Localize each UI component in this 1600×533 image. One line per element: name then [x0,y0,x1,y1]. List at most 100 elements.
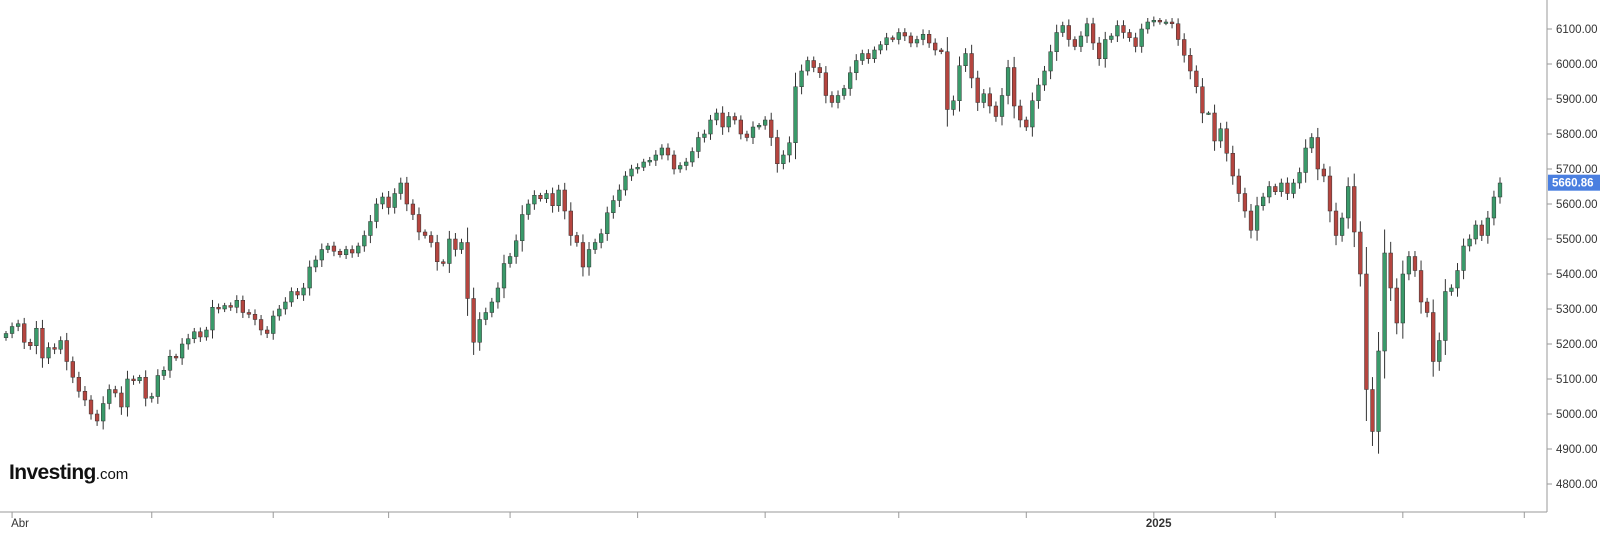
candle [1394,278,1399,335]
candle [289,287,294,307]
logo-brand: Investing [9,461,96,484]
candle [186,333,191,350]
candle [1333,202,1339,246]
candle [113,385,118,398]
candle-body [1254,205,1260,231]
candle-body [1473,224,1478,240]
candle-body [1012,67,1017,107]
candle [16,319,21,332]
candle [392,188,397,214]
candle-body [1097,42,1102,59]
candle [1437,332,1442,371]
candle [714,108,719,126]
candle-body [1151,20,1156,23]
candle [1418,260,1424,314]
candle [641,158,646,171]
candle [629,164,634,181]
candle-body [1005,67,1011,96]
candle-body [592,242,598,250]
candle [246,309,252,319]
candle [216,303,221,314]
candle-body [313,259,318,268]
candle-body [76,377,82,392]
candle-body [763,119,768,126]
candles-layer [3,16,1503,454]
candle-body [368,221,373,236]
candle-body [1133,37,1138,47]
candle [750,121,756,144]
candle-body [568,210,573,236]
candle-body [671,154,677,170]
candle [453,233,458,257]
candle [1406,251,1412,281]
y-tick-label: 5200.00 [1556,339,1598,351]
candle [1400,260,1405,339]
candle-body [1042,70,1047,86]
candle-body [404,182,409,205]
candle [550,187,555,213]
candle-body [28,342,33,346]
candle [696,131,701,159]
candle-body [1248,210,1254,231]
candle [471,287,476,355]
candle [744,130,750,142]
candle-body [1400,273,1405,324]
candle-body [319,249,324,261]
candle-body [1485,217,1490,236]
y-tick-label: 5000.00 [1556,409,1598,421]
candle-body [1291,182,1296,194]
candle [568,202,573,246]
candle-body [1139,28,1144,47]
candle-body [119,392,124,408]
candle [368,214,373,244]
candle-body [1382,252,1387,352]
candle-body [623,175,628,191]
candle [890,35,895,43]
candle [28,338,33,350]
candle [945,37,950,127]
candle-body [173,356,179,359]
candle-body [9,326,15,334]
candle [477,312,482,351]
candle-body [1054,32,1059,52]
candle-body [398,182,403,194]
candle-body [380,196,385,205]
candle [271,310,276,340]
candle [222,302,227,313]
candle-body [550,193,555,206]
candle-body [34,328,39,346]
candle-body [544,193,549,199]
candle-body [629,168,634,177]
candle [1060,21,1065,37]
candle-body [1200,86,1205,114]
candle [586,242,592,276]
y-tick-label: 5600.00 [1556,199,1598,211]
candle [592,238,598,254]
candle-body [198,331,203,338]
candle-body [1218,128,1223,142]
candle [350,245,355,258]
candle-body [732,116,737,121]
candle [295,288,300,300]
candle [374,198,379,229]
candle [1145,18,1150,34]
candle [234,295,239,314]
candle [726,111,731,133]
candle [1194,65,1199,94]
candle-body [726,116,731,128]
candle-body [1315,137,1320,170]
candle [1139,23,1144,53]
candle-body [817,67,822,73]
candle-body [46,347,51,359]
candle [1042,65,1047,91]
candle [841,84,847,100]
candle [684,157,689,171]
candle [854,54,859,81]
candle [811,56,816,73]
candle-body [1327,175,1333,212]
y-tick-label: 5900.00 [1556,94,1598,106]
candle-body [684,161,689,166]
candle [258,314,264,336]
candle-body [52,347,57,350]
candle-body [507,256,513,264]
